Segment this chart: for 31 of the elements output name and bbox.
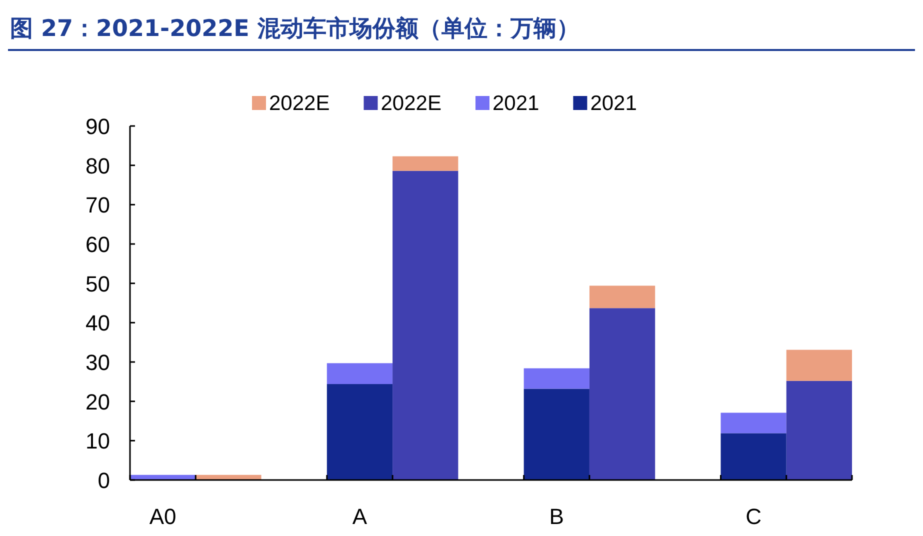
- bar: [392, 156, 458, 171]
- bar: [524, 368, 590, 389]
- y-tick-label: 10: [86, 428, 110, 454]
- bar: [392, 170, 458, 480]
- y-tick-label: 70: [86, 192, 110, 218]
- bar: [786, 350, 852, 381]
- y-tick-label: 80: [86, 153, 110, 178]
- bar: [524, 388, 590, 480]
- x-tick-label: A: [352, 504, 368, 529]
- bar: [720, 412, 786, 434]
- bar: [326, 363, 393, 384]
- bar: [326, 384, 393, 480]
- y-tick-label: 40: [86, 310, 110, 336]
- legend-label: 2022E: [380, 92, 442, 115]
- bar: [786, 380, 852, 480]
- y-tick-label: 0: [98, 468, 110, 493]
- y-tick-label: 60: [86, 232, 110, 257]
- y-tick-label: 50: [86, 271, 110, 296]
- bar: [589, 308, 656, 480]
- x-tick-label: C: [746, 504, 762, 529]
- bar: [720, 433, 786, 480]
- bar: [589, 286, 656, 308]
- x-tick-label: A0: [149, 504, 176, 529]
- x-tick-label: B: [549, 504, 564, 529]
- legend-label: 2021: [492, 92, 540, 115]
- legend-label: 2021: [590, 92, 637, 115]
- chart-title: 图 27：2021-2022E 混动车市场份额（单位：万辆）: [10, 15, 580, 42]
- y-tick-label: 20: [86, 389, 110, 414]
- y-tick-label: 30: [86, 350, 110, 375]
- y-tick-label: 90: [86, 114, 110, 139]
- legend-label: 2022E: [269, 92, 330, 115]
